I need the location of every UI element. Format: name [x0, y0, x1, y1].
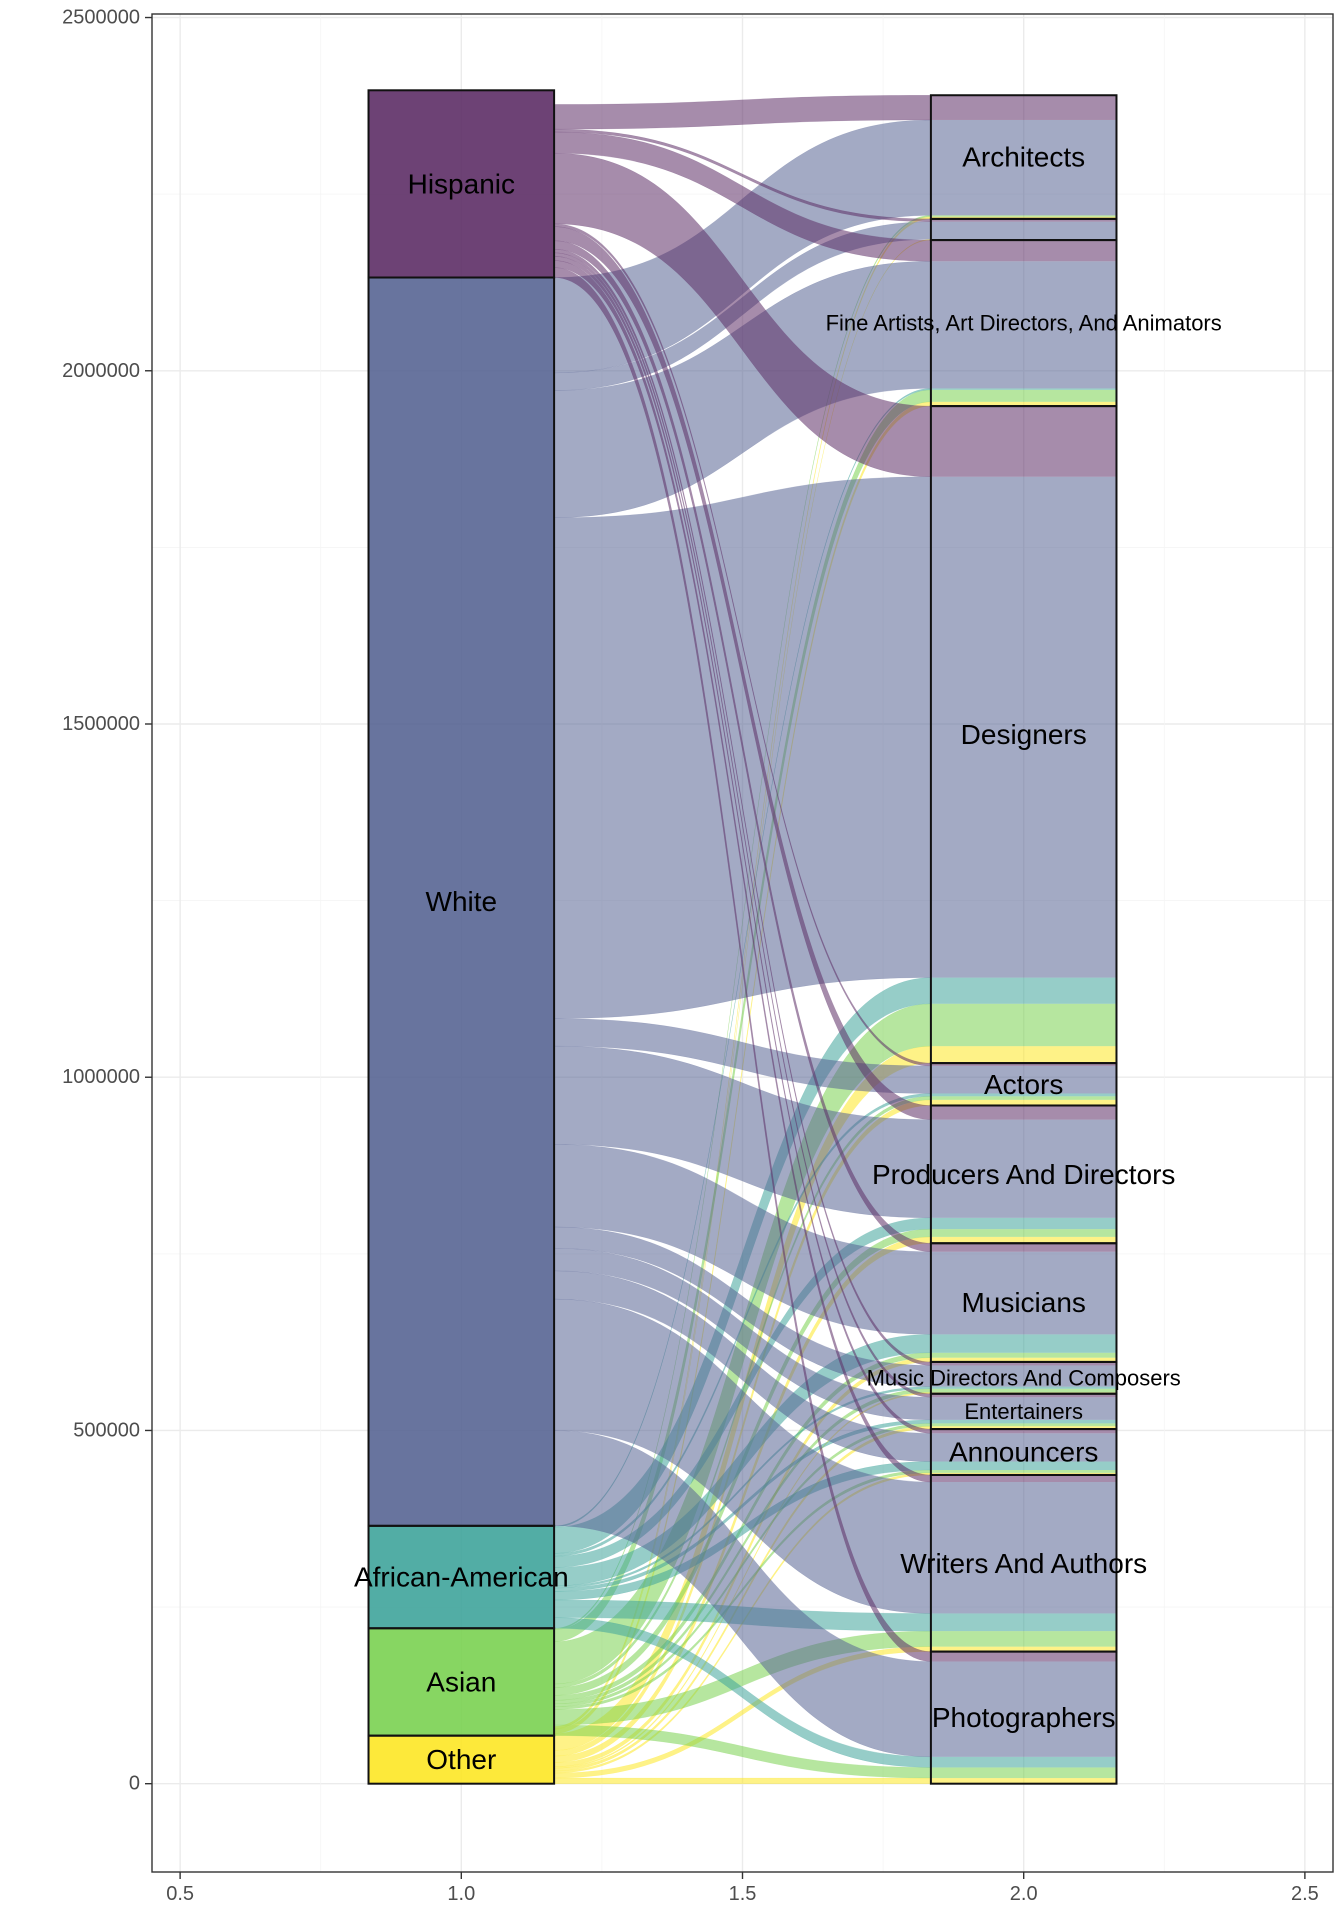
stratum-fill-segment	[930, 1472, 1117, 1475]
stratum-other	[368, 1735, 555, 1784]
stratum-fill-segment	[930, 1096, 1117, 1100]
stratum-fill-segment	[930, 1243, 1117, 1252]
stratum-hispanic	[368, 90, 555, 278]
axis1-strata	[367, 89, 556, 1785]
stratum-fill-segment	[930, 1236, 1117, 1244]
stratum-label: Photographers	[932, 1702, 1116, 1733]
x-tick-label: 2.5	[1291, 1883, 1319, 1905]
stratum-fill-segment	[930, 1423, 1117, 1427]
stratum-fill-segment	[930, 388, 1117, 390]
stratum-label: African-American	[354, 1562, 569, 1593]
x-tick-label: 1.0	[447, 1883, 475, 1905]
stratum-label: Architects	[962, 142, 1085, 173]
stratum-fill-segment	[930, 1365, 1117, 1387]
y-tick-label: 500000	[73, 1419, 140, 1441]
flow-band	[553, 1777, 932, 1784]
stratum-fill-segment	[930, 1003, 1117, 1047]
x-axis: 0.5 1.0 1.5 2.0 2.5	[166, 1872, 1319, 1905]
stratum-fill-segment	[930, 1756, 1117, 1768]
stratum-fill-segment	[930, 1099, 1117, 1106]
y-tick-label: 1500000	[62, 713, 140, 735]
stratum-fill-segment	[930, 1470, 1117, 1473]
stratum-fill-segment	[930, 1461, 1117, 1471]
stratum-fill-segment	[930, 1229, 1117, 1237]
x-tick-label: 0.5	[166, 1883, 194, 1905]
stratum-label: Musicians	[961, 1287, 1085, 1318]
stratum-fill-segment	[930, 1361, 1117, 1366]
stratum-fill-segment	[930, 1393, 1117, 1398]
stratum-fill-segment	[930, 1251, 1117, 1335]
y-tick-label: 1000000	[62, 1066, 140, 1088]
stratum-fill-segment	[930, 216, 1117, 219]
stratum-outline	[929, 94, 1118, 220]
stratum-fill-segment	[930, 1474, 1117, 1483]
stratum-fill-segment	[930, 1352, 1117, 1358]
y-tick-label: 2000000	[62, 360, 140, 382]
stratum-fill-segment	[930, 1334, 1117, 1353]
stratum-fill-segment	[930, 406, 1117, 477]
stratum-fill-segment	[930, 1433, 1117, 1462]
stratum-fill-segment	[930, 1426, 1117, 1430]
stratum-label: Announcers	[949, 1437, 1098, 1468]
stratum-fill-segment	[930, 1063, 1117, 1066]
stratum-fill-segment	[930, 389, 1117, 402]
stratum-asian	[368, 1628, 555, 1736]
stratum-label: White	[426, 886, 498, 917]
y-tick-label: 2500000	[62, 7, 140, 29]
axis2-strata	[929, 94, 1118, 1785]
stratum-fill-segment	[930, 1046, 1117, 1064]
stratum-fill-segment	[930, 1482, 1117, 1614]
x-tick-label: 2.0	[1010, 1883, 1038, 1905]
stratum-fill-segment	[930, 1661, 1117, 1757]
stratum-fill-segment	[930, 401, 1117, 407]
alluvium-flows	[553, 94, 932, 1784]
stratum-fill-segment	[930, 1093, 1117, 1097]
stratum-outline	[367, 89, 556, 279]
stratum-label: Actors	[984, 1069, 1063, 1100]
stratum-fill-segment	[930, 1767, 1117, 1779]
stratum-african-american	[368, 1525, 555, 1629]
stratum-labels: Other Asian African-American White Hispanic P…	[354, 142, 1222, 1776]
stratum-fill-segment	[930, 119, 1117, 216]
stratum-label: Entertainers	[964, 1399, 1083, 1424]
stratum-label: Asian	[426, 1666, 496, 1697]
stratum-label: Designers	[961, 719, 1087, 750]
stratum-fill-segment	[930, 95, 1117, 120]
stratum-label: Music Directors And Composers	[867, 1365, 1181, 1390]
stratum-label: Writers And Authors	[900, 1548, 1147, 1579]
stratum-fill-segment	[930, 1388, 1117, 1393]
stratum-fill-segment	[930, 240, 1117, 262]
stratum-fill-segment	[930, 1119, 1117, 1218]
stratum-fill-segment	[930, 1631, 1117, 1647]
stratum-fill-segment	[930, 476, 1117, 978]
stratum-label: Fine Artists, Art Directors, And Animato…	[826, 311, 1222, 336]
y-axis: 0 500000 1000000 1500000 2000000 2500000	[62, 7, 152, 1795]
stratum-fill-segment	[930, 261, 1117, 389]
stratum-fill-segment	[930, 1613, 1117, 1632]
stratum-fill-segment	[930, 1065, 1117, 1094]
stratum-fill-segment	[930, 1646, 1117, 1652]
stratum-fill-segment	[930, 221, 1117, 240]
x-tick-label: 1.5	[729, 1883, 757, 1905]
stratum-fill-segment	[930, 1357, 1117, 1362]
stratum-fill-segment	[930, 215, 1117, 217]
stratum-fill-segment	[930, 1386, 1117, 1389]
stratum-white	[368, 277, 555, 1526]
stratum-label: Other	[426, 1744, 496, 1775]
stratum-fill-segment	[930, 1651, 1117, 1662]
stratum-fill-segment	[930, 1778, 1117, 1784]
stratum-fill-segment	[930, 1105, 1117, 1120]
stratum-label: Hispanic	[408, 168, 515, 199]
stratum-fill-segment	[930, 977, 1117, 1004]
stratum-fill-segment	[930, 1217, 1117, 1230]
stratum-fill-segment	[930, 1429, 1117, 1434]
y-tick-label: 0	[129, 1773, 140, 1795]
stratum-fill-segment	[930, 1397, 1117, 1420]
stratum-fill-segment	[930, 1419, 1117, 1424]
stratum-fill-segment	[930, 218, 1117, 222]
stratum-label: Producers And Directors	[872, 1159, 1175, 1190]
